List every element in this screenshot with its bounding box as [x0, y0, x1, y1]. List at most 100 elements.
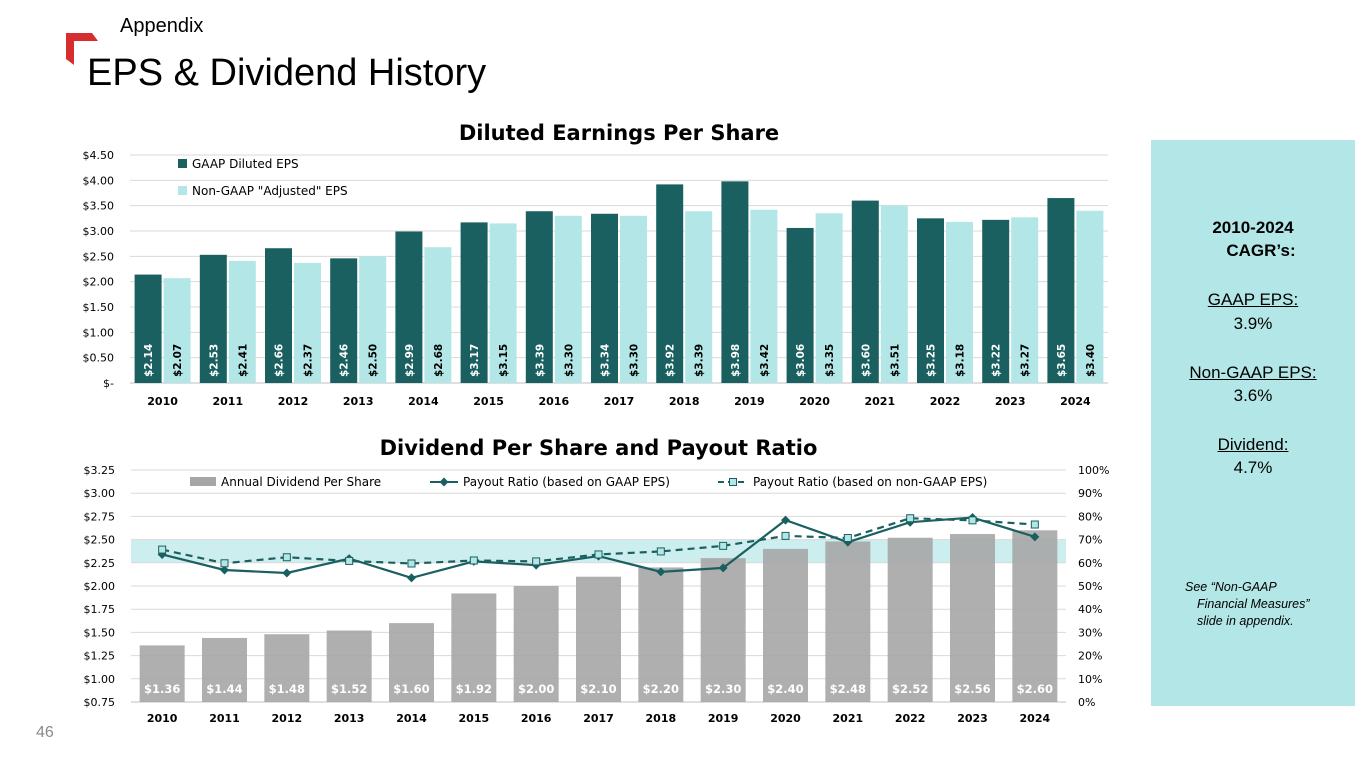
eps-gaap-bar — [199, 254, 227, 383]
eps-x-tick-label: 2016 — [538, 395, 569, 408]
dividend-chart-title: Dividend Per Share and Payout Ratio — [380, 436, 818, 460]
company-logo — [66, 33, 98, 65]
eps-x-tick-label: 2022 — [930, 395, 961, 408]
payout-nongaap-point — [719, 541, 728, 550]
dividend-bar — [638, 567, 684, 702]
dividend-data-label: $2.40 — [767, 682, 803, 696]
dividend-y-tick-label: $0.75 — [84, 696, 116, 709]
eps-gaap-bar — [656, 184, 684, 383]
eps-y-tick-label: $4.50 — [83, 149, 115, 162]
dividend-y-tick-label: $1.75 — [84, 603, 116, 616]
legend-nongaap-label: Non-GAAP "Adjusted" EPS — [192, 184, 348, 198]
eps-y-tick-label: $3.00 — [83, 225, 115, 238]
dividend-bar — [576, 576, 621, 702]
legend-dividend-label: Annual Dividend Per Share — [221, 475, 381, 489]
eps-nongaap-data-label: $2.41 — [237, 344, 249, 377]
eps-nongaap-bar — [880, 205, 908, 383]
dividend-x-tick-label: 2021 — [833, 712, 864, 725]
dividend-x-tick-label: 2018 — [646, 712, 677, 725]
payout-nongaap-point — [158, 545, 167, 554]
eps-gaap-bar — [525, 211, 553, 383]
dividend-data-label: $1.36 — [144, 682, 180, 696]
dividend-data-label: $2.20 — [643, 682, 679, 696]
dividend-bar — [950, 534, 995, 702]
dividend-x-tick-label: 2019 — [708, 712, 739, 725]
note-line-1: See “Non-GAAP — [1185, 580, 1277, 594]
dividend-data-label: $2.30 — [705, 682, 741, 696]
nongaap-eps-label: Non-GAAP EPS: — [1189, 363, 1317, 382]
eps-nongaap-bar — [228, 260, 256, 383]
eps-nongaap-data-label: $3.35 — [824, 344, 836, 377]
eps-gaap-bar — [591, 213, 618, 383]
payout-y2-tick-label: 40% — [1078, 603, 1102, 616]
eps-gaap-data-label: $3.17 — [469, 344, 481, 377]
eps-gaap-data-label: $3.60 — [860, 344, 872, 377]
payout-gaap-point — [1030, 532, 1040, 542]
dividend-y-tick-label: $2.50 — [84, 534, 116, 547]
eps-nongaap-bar — [163, 278, 191, 383]
eps-gaap-bar — [395, 231, 423, 383]
dividend-x-tick-label: 2024 — [1020, 712, 1051, 725]
dividend-y-tick-label: $1.25 — [84, 650, 116, 663]
dividend-bar — [389, 623, 434, 702]
eps-x-tick-label: 2024 — [1060, 395, 1091, 408]
eps-gaap-data-label: $3.39 — [534, 344, 546, 377]
dividend-data-label: $1.60 — [393, 682, 429, 696]
legend-gaap-label: Payout Ratio (based on GAAP EPS) — [463, 475, 670, 489]
dividend-data-label: $1.92 — [456, 682, 492, 696]
eps-nongaap-data-label: $2.07 — [172, 344, 184, 377]
eps-gaap-bar — [1047, 198, 1075, 383]
eps-nongaap-bar — [750, 209, 778, 383]
eps-gaap-bar — [265, 248, 292, 383]
eps-nongaap-data-label: $2.50 — [368, 344, 380, 377]
dividend-bar — [326, 630, 372, 702]
eps-nongaap-bar — [946, 221, 973, 383]
eps-nongaap-bar — [489, 223, 517, 383]
dividend-y-tick-label: $3.25 — [84, 464, 116, 477]
note-line-3: slide in appendix. — [1197, 614, 1294, 628]
cagr-panel: 2010-2024 CAGR’s: GAAP EPS: 3.9% Non-GAA… — [1151, 140, 1355, 706]
dividend-bar — [700, 558, 746, 702]
payout-nongaap-point — [906, 514, 915, 523]
dividend-x-tick-label: 2017 — [583, 712, 614, 725]
payout-nongaap-point — [532, 557, 541, 566]
legend-nongaap-marker — [729, 478, 737, 486]
dividend-data-label: $1.48 — [269, 682, 305, 696]
payout-gaap-point — [781, 515, 790, 525]
eps-nongaap-data-label: $2.37 — [303, 344, 315, 377]
payout-nongaap-point — [220, 559, 229, 568]
payout-nongaap-point — [282, 553, 291, 562]
eps-gaap-bar — [330, 258, 358, 383]
eps-nongaap-bar — [359, 256, 387, 383]
dividend-y-tick-label: $1.50 — [84, 626, 116, 639]
eps-nongaap-data-label: $3.15 — [498, 344, 510, 377]
dividend-bar — [264, 634, 310, 702]
dividend-data-label: $2.00 — [518, 682, 554, 696]
payout-gaap-point — [656, 567, 666, 577]
dividend-bar — [763, 548, 808, 702]
gaap-eps-value: 3.9% — [1233, 314, 1273, 333]
dividend-chart: Dividend Per Share and Payout Ratio $0.75… — [84, 436, 1110, 725]
eps-nongaap-bar — [685, 211, 713, 383]
dividend-y-tick-label: $3.00 — [84, 487, 116, 500]
dividend-x-tick-label: 2010 — [147, 712, 178, 725]
payout-y2-tick-label: 20% — [1078, 650, 1102, 663]
legend-gaap-label: GAAP Diluted EPS — [192, 157, 299, 171]
dividend-y-tick-label: $2.75 — [84, 510, 116, 523]
dividend-data-label: $2.48 — [830, 682, 866, 696]
dividend-data-label: $2.60 — [1017, 682, 1053, 696]
eps-nongaap-bar — [620, 215, 647, 383]
eps-x-tick-label: 2013 — [343, 395, 374, 408]
eps-gaap-data-label: $3.25 — [926, 344, 938, 377]
eps-gaap-data-label: $3.06 — [795, 344, 807, 377]
dividend-x-tick-label: 2020 — [770, 712, 801, 725]
payout-gaap-point — [718, 563, 728, 573]
dividend-bar — [513, 586, 559, 702]
payout-nongaap-point — [407, 559, 416, 568]
eps-gaap-bar — [721, 181, 749, 383]
eps-gaap-bar — [786, 227, 814, 383]
eps-x-tick-label: 2019 — [734, 395, 765, 408]
dividend-x-tick-label: 2022 — [895, 712, 926, 725]
eps-y-tick-label: $1.50 — [83, 301, 115, 314]
eps-gaap-data-label: $2.46 — [339, 344, 351, 377]
